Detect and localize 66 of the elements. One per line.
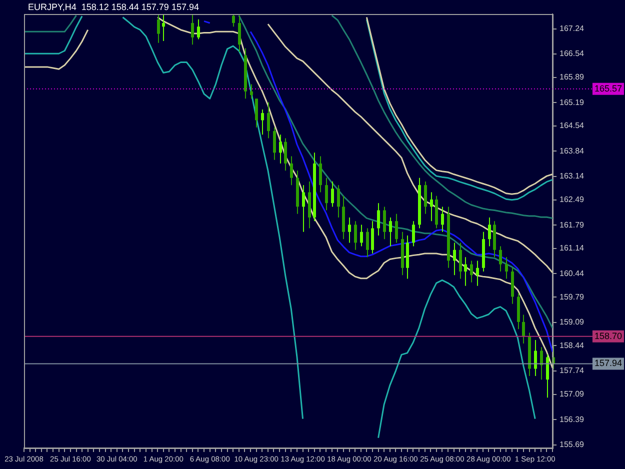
y-tick-label: 162.49 (560, 195, 585, 204)
y-tick-label: 163.14 (560, 172, 585, 181)
y-tick-label: 156.39 (560, 414, 585, 424)
y-tick-label: 161.79 (560, 220, 585, 230)
candlestick (476, 260, 479, 286)
y-tick-label: 157.09 (560, 390, 585, 399)
candlestick (540, 346, 543, 380)
candlestick (267, 102, 270, 139)
y-tick-label: 165.89 (560, 72, 585, 82)
candlestick (371, 220, 374, 254)
candlestick (279, 134, 282, 164)
candlestick (499, 246, 502, 272)
y-tick-label: 157.74 (560, 366, 585, 376)
candlestick (337, 184, 340, 218)
ref-line-label: 165.57 (594, 83, 622, 94)
candlestick (162, 14, 165, 42)
candlestick (522, 314, 525, 344)
candlestick (453, 242, 456, 276)
candlestick (366, 228, 369, 258)
y-tick-label: 167.24 (560, 24, 585, 33)
candlestick (354, 220, 357, 250)
chart-title: EURJPY,H4 158.12 158.44 157.79 157.94 (28, 2, 199, 12)
y-tick-label: 164.54 (560, 121, 585, 130)
y-tick-label: 163.84 (560, 146, 585, 156)
candlestick (360, 224, 363, 247)
candlestick (197, 18, 200, 40)
candlestick (238, 15, 241, 52)
candlestick (383, 206, 386, 240)
candlestick (273, 126, 276, 160)
candlestick (470, 260, 473, 283)
candlestick (284, 138, 287, 172)
candlestick (331, 180, 334, 208)
candlestick (325, 177, 328, 211)
y-tick-label: 160.44 (560, 268, 585, 278)
candlestick (250, 84, 253, 100)
candlestick (488, 216, 491, 247)
candlestick (232, 14, 235, 28)
candlestick (459, 242, 462, 280)
candlestick (255, 98, 258, 128)
candlestick (424, 180, 427, 214)
candlestick (261, 108, 264, 136)
y-tick-label: 159.79 (560, 292, 585, 302)
candlestick (290, 156, 293, 186)
ref-line-label: 157.94 (594, 358, 622, 368)
y-tick-label: 166.54 (560, 49, 585, 58)
candlestick (302, 184, 305, 232)
candlestick (430, 192, 433, 222)
y-tick-label: 165.19 (560, 98, 585, 107)
candlestick (191, 14, 194, 46)
candlestick (412, 220, 415, 247)
candlestick (441, 206, 444, 232)
candlestick (546, 354, 549, 398)
ref-line-label: 158.70 (594, 330, 622, 341)
y-tick-label: 159.09 (560, 318, 585, 327)
candlestick (505, 256, 508, 280)
y-tick-label: 158.44 (560, 340, 585, 350)
candlestick (348, 216, 351, 244)
candlestick (377, 202, 380, 236)
candlestick (319, 156, 322, 193)
candlestick (534, 339, 537, 376)
y-tick-label: 161.14 (560, 244, 585, 253)
candlestick (157, 14, 160, 44)
candlestick (389, 216, 392, 247)
candlestick (395, 213, 398, 244)
y-tick-label: 155.69 (560, 440, 585, 449)
candlestick (464, 256, 467, 286)
